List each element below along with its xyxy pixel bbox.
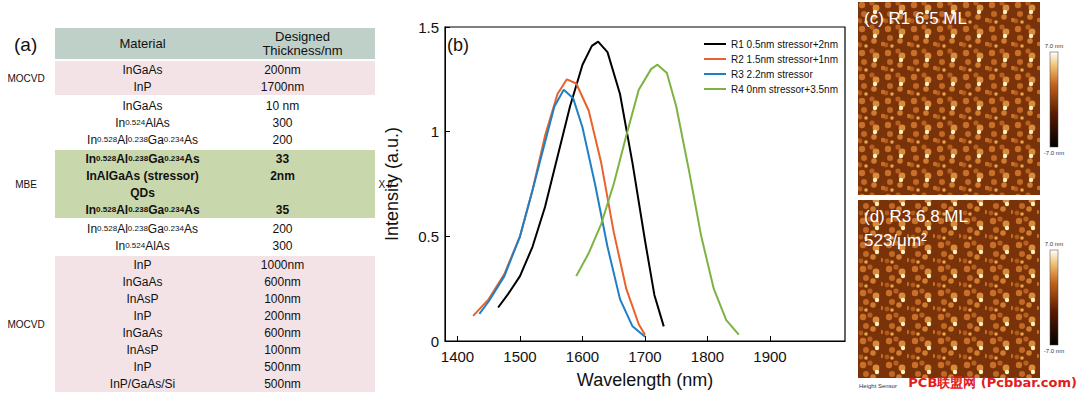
svg-text:R4 0nm stressor+3.5nm: R4 0nm stressor+3.5nm [731, 84, 838, 95]
svg-text:R2 1.5nm stressor+1nm: R2 1.5nm stressor+1nm [731, 54, 838, 65]
svg-text:1900: 1900 [753, 348, 786, 365]
svg-text:523/μm²: 523/μm² [864, 231, 927, 250]
svg-text:(b): (b) [447, 35, 469, 55]
svg-text:(c) R1 6.5 ML: (c) R1 6.5 ML [864, 9, 967, 28]
svg-text:-7.0 nm: -7.0 nm [1044, 348, 1064, 354]
svg-text:(d) R3 6.8 ML: (d) R3 6.8 ML [864, 207, 968, 226]
svg-text:1.5: 1.5 [418, 19, 439, 36]
svg-text:1600: 1600 [566, 348, 599, 365]
svg-text:R1 0.5nm stressor+2nm: R1 0.5nm stressor+2nm [731, 39, 838, 50]
svg-text:R3 2.2nm stressor: R3 2.2nm stressor [731, 69, 813, 80]
svg-text:Intensity (a.u.): Intensity (a.u.) [382, 127, 402, 241]
svg-text:1800: 1800 [691, 348, 724, 365]
svg-text:7.0 nm: 7.0 nm [1045, 43, 1063, 49]
svg-text:Wavelength (nm): Wavelength (nm) [577, 370, 713, 390]
svg-text:PCB联盟网 (Pcbbar.com): PCB联盟网 (Pcbbar.com) [908, 375, 1077, 390]
svg-text:0: 0 [431, 333, 439, 350]
svg-text:0.5: 0.5 [418, 228, 439, 245]
svg-text:1: 1 [431, 123, 439, 140]
svg-text:Height Sensor: Height Sensor [859, 383, 897, 389]
svg-text:1500: 1500 [503, 348, 536, 365]
svg-text:1700: 1700 [628, 348, 661, 365]
svg-text:7.0 nm: 7.0 nm [1045, 241, 1063, 247]
svg-text:-7.0 nm: -7.0 nm [1044, 150, 1064, 156]
svg-text:1400: 1400 [441, 348, 474, 365]
